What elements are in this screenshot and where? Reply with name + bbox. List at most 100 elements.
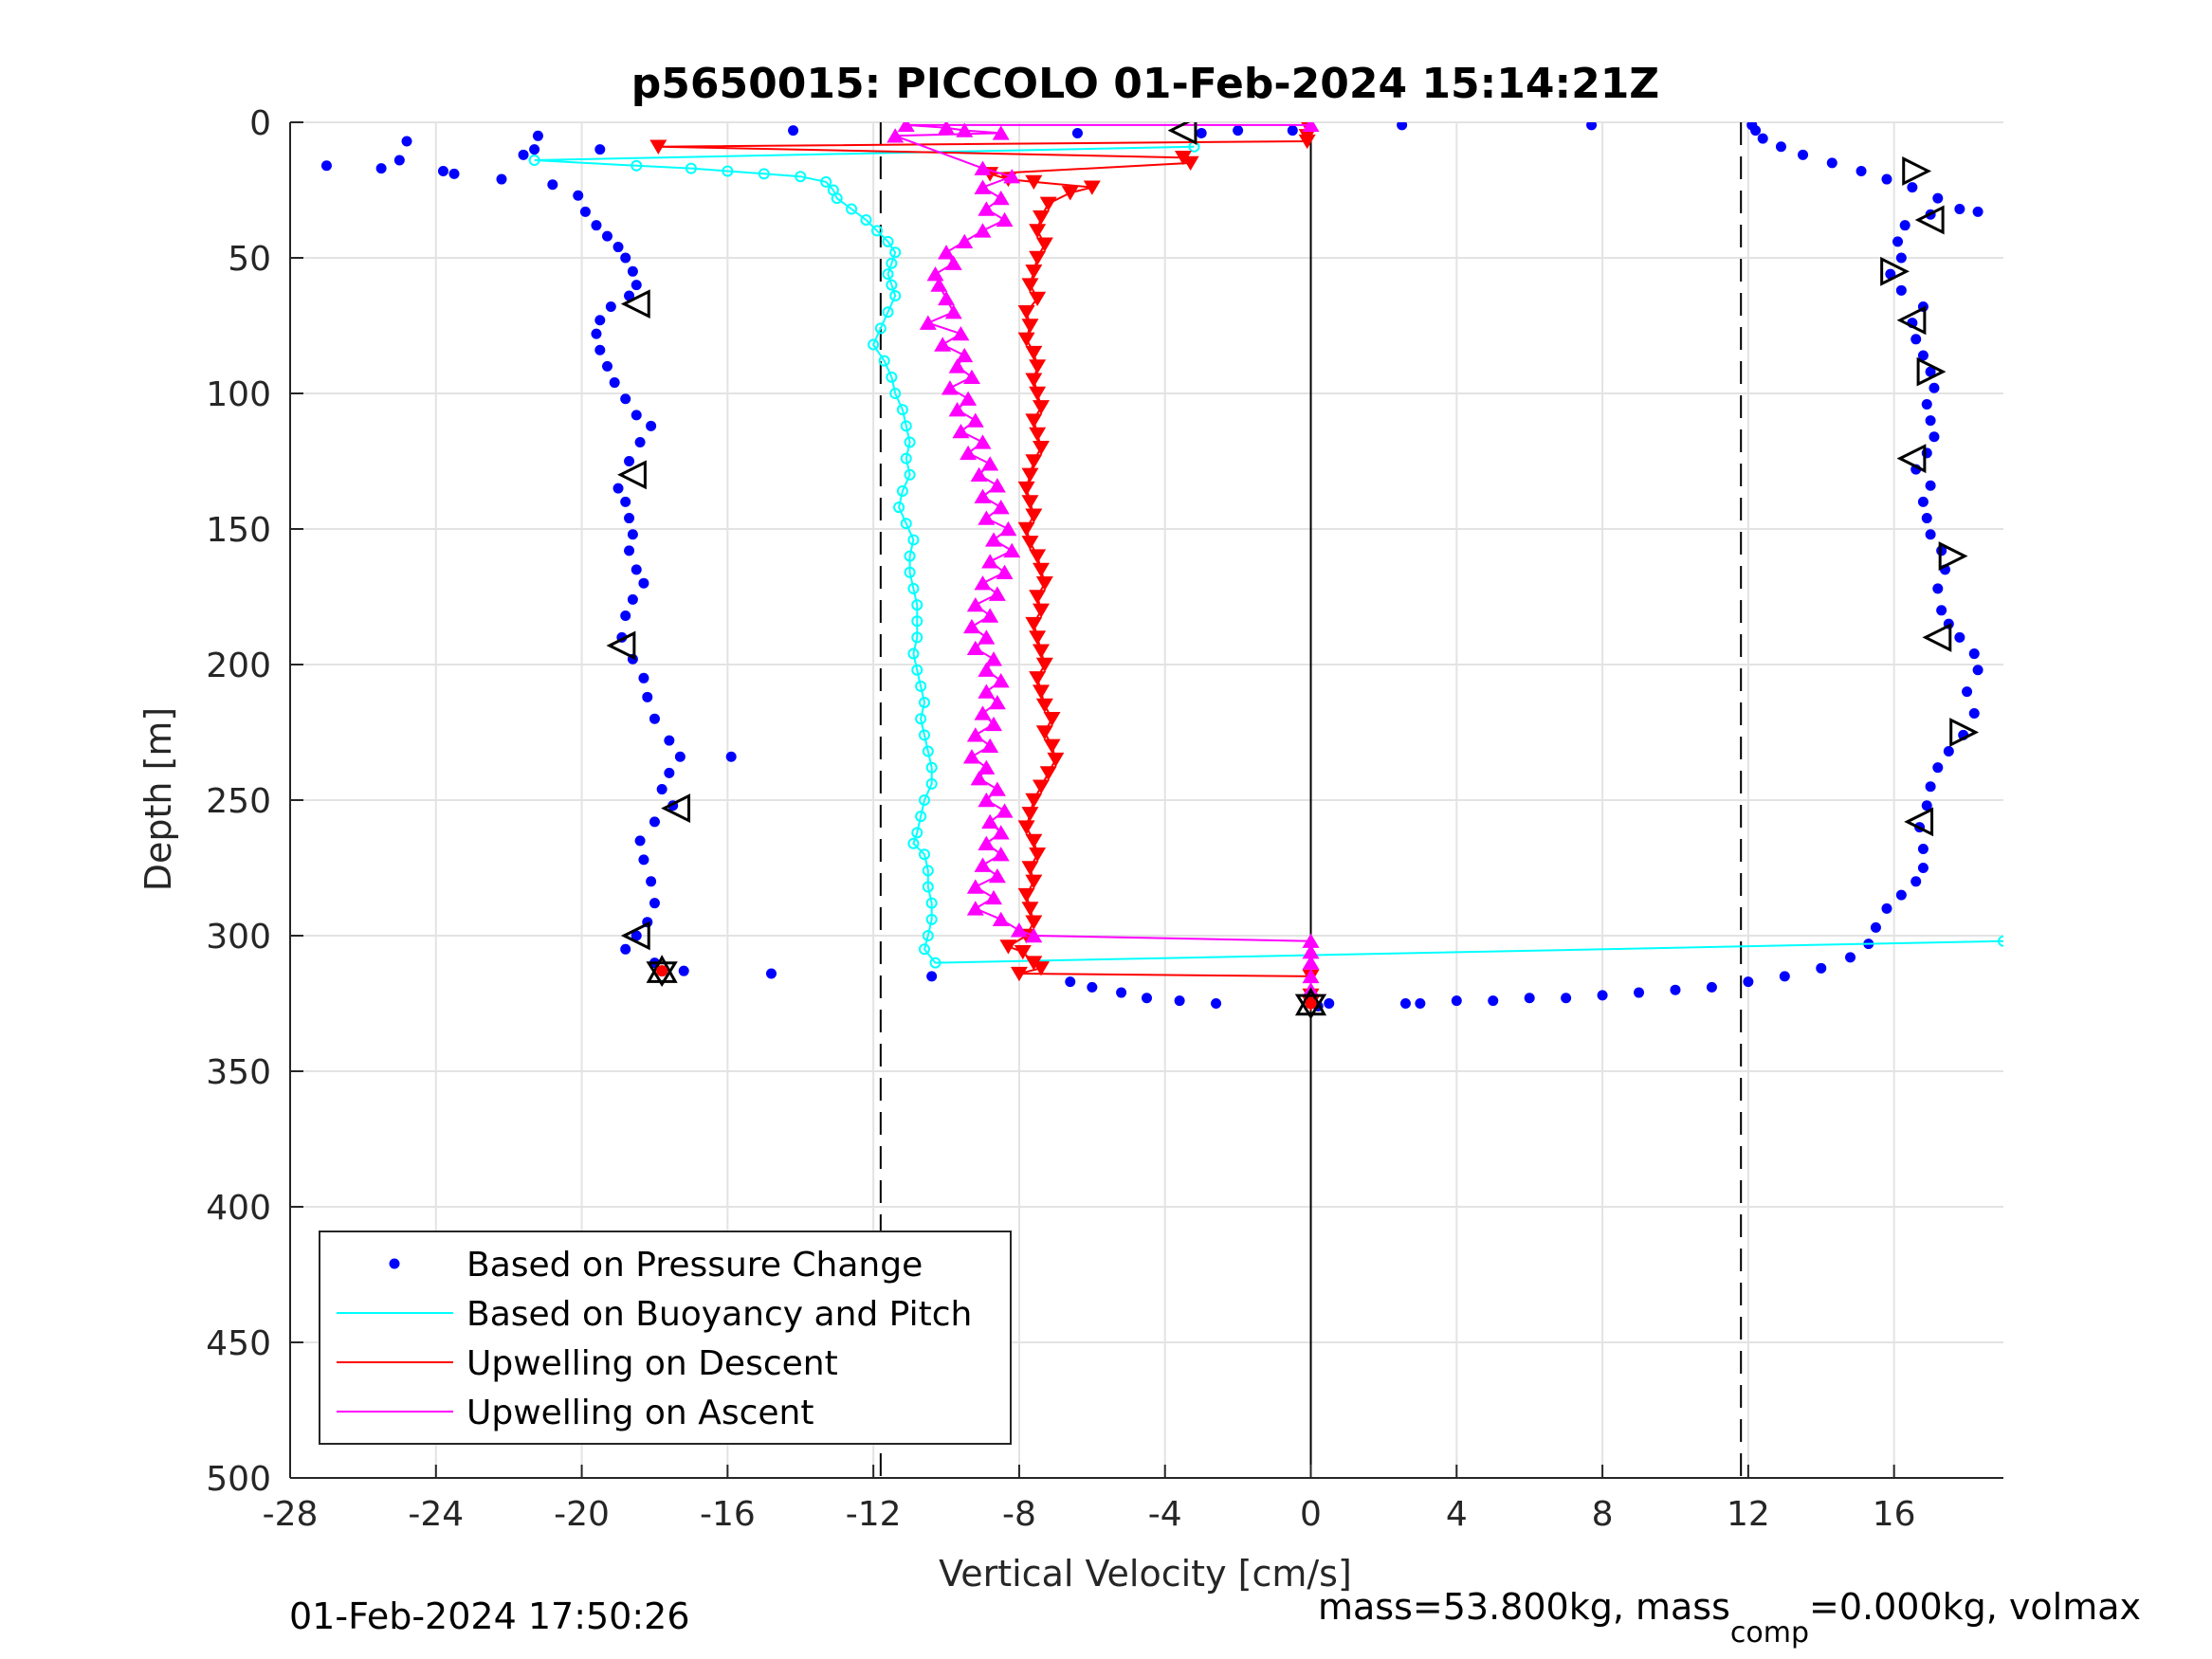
data-point	[988, 694, 1006, 710]
data-point	[664, 735, 675, 746]
star-center	[656, 965, 668, 977]
y-tick-label: 400	[206, 1189, 271, 1228]
left-marker	[606, 630, 636, 661]
data-point	[926, 266, 944, 282]
data-point	[974, 575, 992, 591]
data-point	[981, 608, 999, 623]
data-point	[1021, 536, 1039, 551]
data-point	[1932, 583, 1944, 594]
data-point	[1025, 833, 1043, 848]
data-point	[612, 483, 624, 494]
data-point	[1003, 542, 1021, 558]
data-point	[996, 211, 1014, 228]
axes: -28 -24 -20 -16 -12 -8 -4 0 4 8 12 16 0 50 100 150 200 25…	[206, 104, 2003, 1534]
data-point	[685, 162, 697, 174]
data-point	[988, 478, 1006, 493]
data-point	[1021, 807, 1039, 822]
x-tick-label: 8	[1592, 1495, 1614, 1534]
data-point	[962, 369, 980, 385]
series-3	[887, 122, 1320, 997]
data-point	[985, 651, 1003, 666]
data-point	[393, 155, 405, 166]
data-point	[375, 163, 387, 174]
data-point	[922, 930, 934, 941]
data-point	[974, 434, 992, 449]
data-point	[985, 716, 1003, 732]
data-point	[904, 550, 916, 562]
data-point	[1892, 236, 1904, 247]
data-point	[846, 203, 858, 215]
data-point	[1856, 165, 1867, 176]
data-point	[1968, 707, 1980, 719]
data-point	[996, 803, 1014, 818]
data-point	[970, 771, 988, 786]
data-point	[874, 322, 887, 335]
data-point	[529, 144, 540, 155]
data-point	[978, 792, 996, 808]
data-point	[1298, 134, 1316, 150]
y-tick-label: 0	[249, 104, 271, 143]
right-marker	[1949, 718, 1980, 747]
data-point	[528, 155, 540, 167]
left-marker	[620, 921, 650, 951]
data-point	[1003, 169, 1021, 184]
data-point	[911, 631, 923, 644]
data-point	[664, 767, 675, 778]
data-point	[918, 697, 930, 709]
data-point	[1302, 933, 1320, 948]
y-tick-label: 250	[206, 782, 271, 821]
data-point	[992, 125, 1010, 140]
data-point	[448, 168, 460, 179]
data-point	[649, 139, 667, 155]
x-tick-label: 16	[1873, 1495, 1916, 1534]
series-1	[528, 140, 2003, 969]
data-point	[1211, 998, 1222, 1009]
data-point	[1033, 961, 1051, 976]
data-point	[820, 175, 832, 188]
data-point	[1033, 441, 1051, 456]
data-point	[1017, 521, 1035, 538]
data-point	[1033, 603, 1051, 618]
data-point	[624, 513, 635, 524]
data-point	[978, 629, 996, 645]
x-tick-label: -4	[1148, 1495, 1182, 1534]
data-point	[860, 213, 872, 226]
data-point	[1035, 237, 1053, 252]
data-point	[907, 582, 920, 594]
data-point	[907, 837, 920, 849]
data-point	[1017, 481, 1035, 497]
data-point	[1943, 746, 1954, 757]
data-point	[1972, 206, 1983, 217]
data-point	[981, 554, 999, 569]
left-marker	[1167, 122, 1197, 146]
data-point	[956, 233, 974, 249]
data-point	[974, 857, 992, 872]
left-marker	[617, 460, 647, 490]
data-point	[831, 192, 843, 205]
data-point	[631, 564, 642, 575]
data-point	[911, 615, 923, 628]
right-marker	[1902, 156, 1932, 186]
data-point	[656, 784, 667, 795]
data-point	[1302, 955, 1320, 970]
data-point	[900, 420, 912, 432]
data-point	[996, 564, 1014, 579]
data-point	[897, 122, 915, 133]
data-point	[919, 315, 937, 330]
grid	[289, 121, 2003, 1479]
data-point	[974, 705, 992, 720]
data-point	[573, 190, 584, 201]
data-point	[1925, 415, 1936, 427]
data-point	[1921, 398, 1932, 410]
data-point	[1025, 927, 1043, 943]
y-tick-label: 100	[206, 375, 271, 414]
data-point	[966, 901, 984, 916]
data-point	[1929, 382, 1940, 393]
data-point	[1029, 359, 1047, 374]
data-point	[918, 794, 930, 806]
data-point	[978, 684, 996, 699]
data-point	[1881, 902, 1892, 914]
data-point	[1561, 993, 1572, 1004]
data-point	[886, 371, 898, 383]
